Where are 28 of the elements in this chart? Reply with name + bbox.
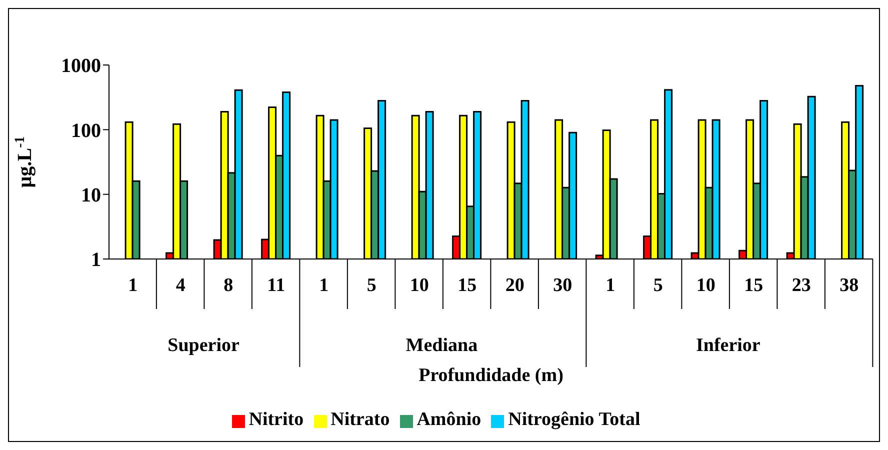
y-tick-label: 100: [71, 120, 101, 142]
legend-label: Nitrogênio Total: [508, 409, 640, 430]
x-tick-label: 1: [128, 275, 138, 296]
text: Inferior: [696, 335, 761, 356]
y-tick-label: 1: [91, 249, 101, 272]
legend-label: Amônio: [416, 409, 482, 430]
y-tick-label: 10: [81, 184, 101, 206]
text: Mediana: [406, 335, 478, 356]
x-tick-label: 30: [553, 275, 572, 296]
x-tick-label: 8: [224, 275, 234, 296]
x-tick-label: 1: [319, 275, 329, 296]
x-tick-label: 15: [744, 275, 764, 296]
x-tick-label: 10: [696, 275, 716, 296]
x-tick-label: 20: [505, 275, 524, 296]
x-tick-label: 23: [792, 275, 811, 296]
x-tick-label: 5: [653, 275, 663, 296]
x-tick-label: 1: [606, 275, 616, 296]
x-tick-label: 4: [176, 275, 186, 296]
legend-label: Nitrato: [330, 409, 390, 430]
x-tick-label: 11: [267, 275, 286, 296]
x-axis-title: Profundidade (m): [418, 365, 564, 386]
x-tick-label: 5: [366, 275, 376, 296]
y-tick-label: 1000: [61, 55, 101, 78]
legend-label: Nitrito: [248, 409, 304, 430]
x-tick-label: 10: [410, 275, 429, 296]
text: Superior: [168, 335, 240, 356]
x-tick-label: 15: [458, 275, 477, 296]
x-tick-label: 38: [840, 275, 859, 296]
